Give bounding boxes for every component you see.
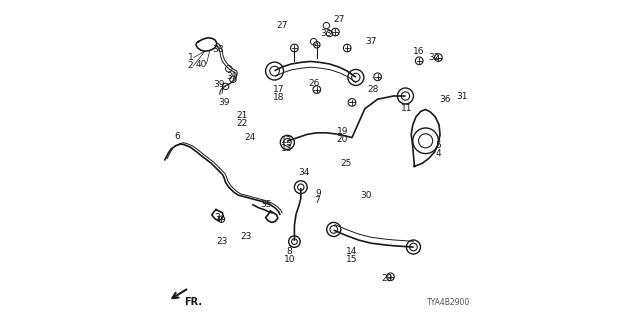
- Text: 35: 35: [260, 200, 271, 209]
- Text: 32: 32: [428, 53, 439, 62]
- Text: 26: 26: [308, 79, 319, 88]
- Text: 13: 13: [281, 144, 292, 153]
- Text: 11: 11: [401, 104, 412, 113]
- Text: 4: 4: [436, 149, 441, 158]
- Text: 28: 28: [367, 85, 378, 94]
- Text: 24: 24: [244, 133, 255, 142]
- Text: 22: 22: [236, 119, 247, 128]
- Text: 27: 27: [333, 15, 345, 24]
- Text: 18: 18: [273, 93, 284, 102]
- Text: 31: 31: [457, 92, 468, 100]
- Text: 12: 12: [281, 136, 292, 145]
- Text: 30: 30: [361, 191, 372, 200]
- Text: 10: 10: [284, 255, 295, 264]
- Text: 17: 17: [273, 85, 284, 94]
- Text: 23: 23: [217, 237, 228, 246]
- Text: 19: 19: [337, 127, 348, 136]
- Text: 5: 5: [436, 141, 441, 150]
- Text: 21: 21: [236, 111, 247, 120]
- Text: 36: 36: [439, 95, 451, 104]
- Text: 20: 20: [337, 135, 348, 144]
- Text: 37: 37: [365, 37, 377, 46]
- Text: 9: 9: [316, 189, 321, 198]
- Text: 25: 25: [340, 159, 351, 168]
- Text: 7: 7: [314, 196, 319, 204]
- Text: 29: 29: [381, 274, 393, 283]
- Text: 39: 39: [214, 80, 225, 89]
- Text: 15: 15: [346, 255, 358, 264]
- Text: TYA4B2900: TYA4B2900: [427, 298, 470, 307]
- Text: 2: 2: [188, 61, 193, 70]
- Text: 33: 33: [321, 29, 332, 38]
- Text: 27: 27: [276, 21, 287, 30]
- Text: 38: 38: [212, 45, 223, 54]
- Text: 39: 39: [218, 98, 230, 107]
- Text: 39: 39: [227, 72, 237, 81]
- Text: FR.: FR.: [184, 297, 202, 308]
- Text: 8: 8: [287, 247, 292, 256]
- Text: 6: 6: [175, 132, 180, 140]
- Text: 34: 34: [298, 168, 310, 177]
- Text: 40: 40: [196, 60, 207, 68]
- Text: 1: 1: [188, 53, 193, 62]
- Text: 14: 14: [346, 247, 358, 256]
- Text: 3: 3: [215, 213, 220, 222]
- Text: 16: 16: [413, 47, 425, 56]
- Text: 23: 23: [241, 232, 252, 241]
